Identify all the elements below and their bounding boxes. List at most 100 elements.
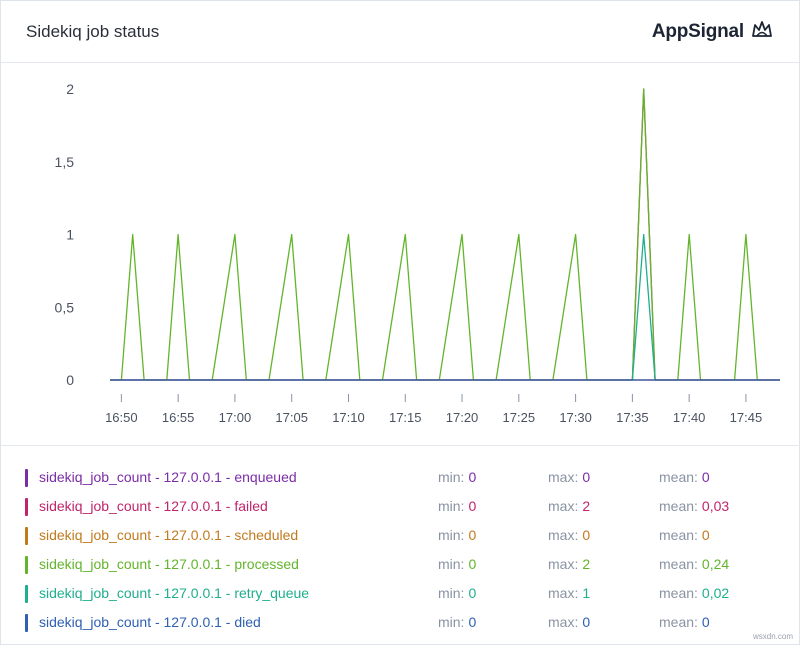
series-color-swatch [25,585,28,603]
series-name: sidekiq_job_count - 127.0.0.1 - retry_qu… [39,585,310,601]
min-label: min: [438,556,465,572]
stat-min: min: 0 [438,527,476,543]
max-label: max: [548,614,579,630]
mean-value: 0,02 [701,585,730,601]
mean-value: 0 [701,527,710,543]
y-tick-label: 1,5 [55,154,75,170]
min-label: min: [438,585,465,601]
y-tick-label: 0 [66,372,74,388]
stat-min: min: 0 [438,469,476,485]
stat-mean: mean: 0 [659,527,710,543]
chart-title: Sidekiq job status [26,21,160,41]
min-value: 0 [468,556,477,572]
max-label: max: [548,469,579,485]
stat-max: max: 0 [548,469,590,485]
stat-min: min: 0 [438,585,476,601]
legend-row[interactable]: sidekiq_job_count - 127.0.0.1 - died min:… [1,608,800,637]
x-tick-label: 17:35 [616,410,649,425]
series-name: sidekiq_job_count - 127.0.0.1 - failed [39,498,268,514]
min-value: 0 [468,498,477,514]
y-tick-label: 2 [66,81,74,97]
mean-value: 0 [701,614,710,630]
max-value: 0 [582,469,591,485]
x-tick-label: 17:15 [389,410,422,425]
stat-max: max: 0 [548,527,590,543]
x-tick-label: 17:45 [730,410,763,425]
legend-row[interactable]: sidekiq_job_count - 127.0.0.1 - retry_qu… [1,579,800,608]
series-line [110,88,780,381]
max-value: 0 [582,527,591,543]
stat-min: min: 0 [438,556,476,572]
series-name: sidekiq_job_count - 127.0.0.1 - enqueued [39,469,297,485]
legend-row[interactable]: sidekiq_job_count - 127.0.0.1 - enqueued… [1,463,800,492]
x-tick-label: 17:10 [332,410,365,425]
min-value: 0 [468,469,477,485]
stat-min: min: 0 [438,614,476,630]
mean-value: 0,24 [701,556,730,572]
min-label: min: [438,614,465,630]
max-label: max: [548,527,579,543]
x-tick-label: 17:05 [275,410,308,425]
series-color-swatch [25,469,28,487]
min-value: 0 [468,527,477,543]
legend-row[interactable]: sidekiq_job_count - 127.0.0.1 - failed mi… [1,492,800,521]
max-value: 2 [582,556,591,572]
mean-label: mean: [659,614,698,630]
max-label: max: [548,498,579,514]
series-name: sidekiq_job_count - 127.0.0.1 - schedule… [39,527,299,543]
stat-mean: mean: 0 [659,469,710,485]
max-value: 0 [582,614,591,630]
mean-label: mean: [659,556,698,572]
stat-max: max: 0 [548,614,590,630]
x-tick-label: 17:25 [503,410,536,425]
x-tick-label: 17:20 [446,410,479,425]
mean-label: mean: [659,498,698,514]
mean-label: mean: [659,585,698,601]
mean-label: mean: [659,469,698,485]
x-tick-label: 17:30 [559,410,592,425]
stat-max: max: 2 [548,556,590,572]
stat-mean: mean: 0,02 [659,585,729,601]
stat-mean: mean: 0 [659,614,710,630]
stat-mean: mean: 0,03 [659,498,729,514]
series-color-swatch [25,527,28,545]
series-color-swatch [25,614,28,632]
x-tick-label: 17:00 [219,410,252,425]
stat-max: max: 2 [548,498,590,514]
series-color-swatch [25,556,28,574]
brand: AppSignal [652,19,774,44]
min-value: 0 [468,585,477,601]
legend-row[interactable]: sidekiq_job_count - 127.0.0.1 - processe… [1,550,800,579]
x-tick-label: 17:40 [673,410,706,425]
legend-row[interactable]: sidekiq_job_count - 127.0.0.1 - schedule… [1,521,800,550]
legend: sidekiq_job_count - 127.0.0.1 - enqueued… [1,445,800,645]
max-label: max: [548,585,579,601]
min-value: 0 [468,614,477,630]
max-value: 1 [582,585,591,601]
min-label: min: [438,527,465,543]
chart-area[interactable]: 0 0,5 1 1,5 2 16:50 16:55 17:00 17:05 17:10 17:15 1… [1,63,800,445]
min-label: min: [438,469,465,485]
mean-label: mean: [659,527,698,543]
brand-name: AppSignal [651,20,744,42]
y-tick-label: 0,5 [55,299,75,315]
line-chart[interactable]: 0 0,5 1 1,5 2 16:50 16:55 17:00 17:05 17:10 17:15 1… [1,63,800,445]
x-tick-label: 16:50 [105,410,138,425]
min-label: min: [438,498,465,514]
series-name: sidekiq_job_count - 127.0.0.1 - processe… [39,556,299,572]
mean-value: 0 [701,469,710,485]
card-header: Sidekiq job status AppSignal [1,1,799,63]
stat-mean: mean: 0,24 [659,556,729,572]
max-label: max: [548,556,579,572]
series-name: sidekiq_job_count - 127.0.0.1 - died [39,614,261,630]
stat-max: max: 1 [548,585,590,601]
series-color-swatch [25,498,28,516]
appsignal-logo-icon [750,19,774,44]
mean-value: 0,03 [701,498,730,514]
watermark: wsxdn.com [752,632,793,641]
y-tick-label: 1 [66,227,74,243]
series-line [110,88,780,381]
max-value: 2 [582,498,591,514]
x-tick-label: 16:55 [162,410,195,425]
